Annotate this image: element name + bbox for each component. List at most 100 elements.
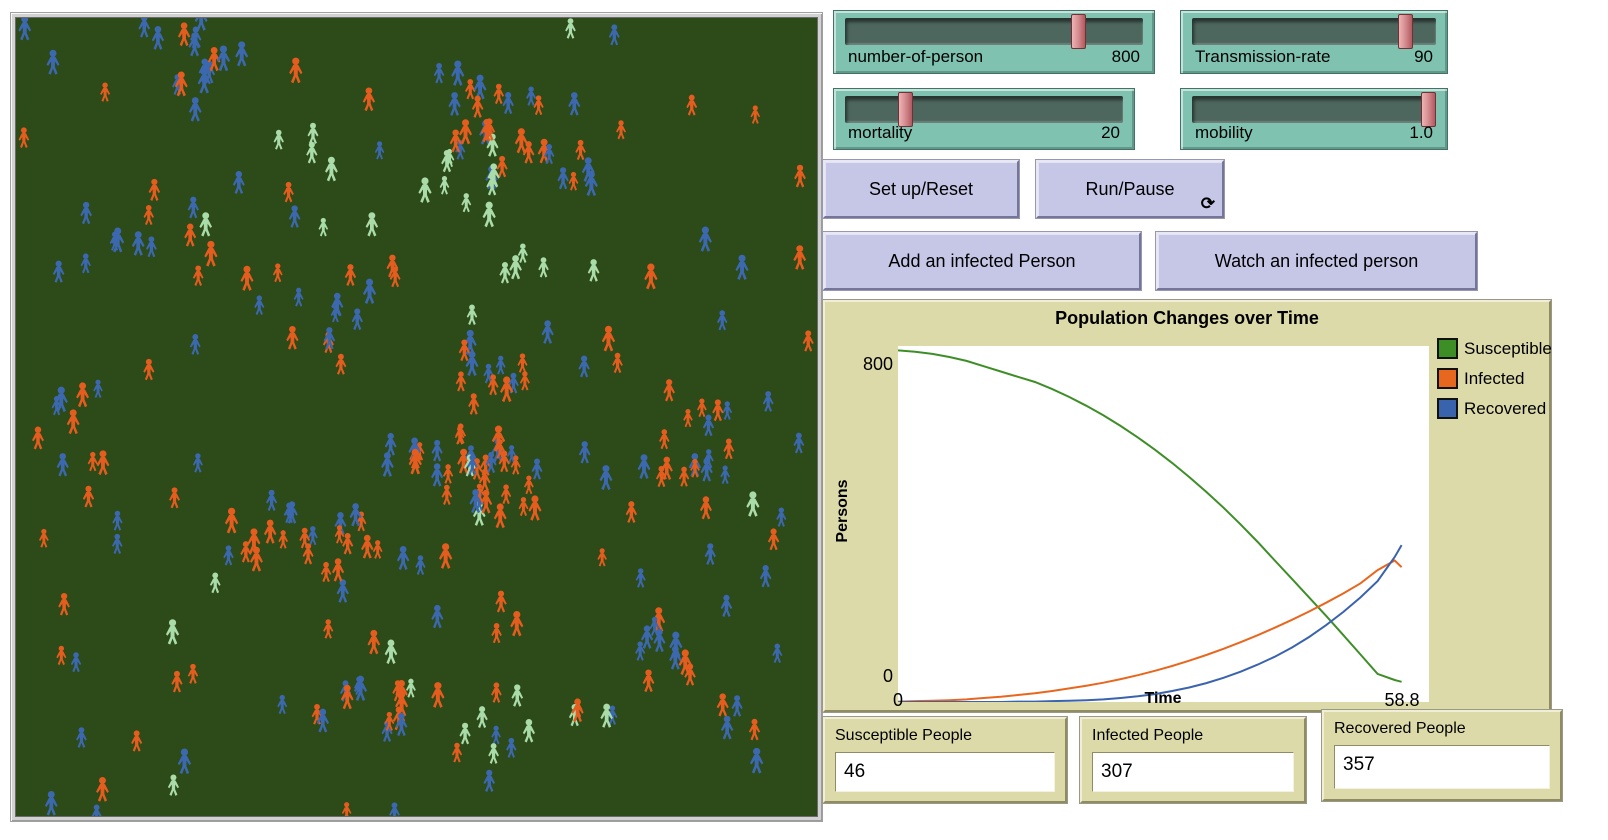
slider-mortality-track[interactable] [845,92,1123,127]
person-figure-susceptible [587,259,600,282]
person-figure-infected [794,164,806,188]
legend-item-infected: Infected [1437,368,1552,389]
person-figure-recovered [76,727,87,748]
person-figure-infected [493,83,505,105]
person-figure-recovered [151,26,165,50]
person-figure-infected [468,393,480,415]
plot-title: Population Changes over Time [1055,308,1319,328]
person-figure-recovered [608,24,620,46]
person-figure-recovered [266,489,278,512]
person-figure-recovered [187,196,199,219]
person-figure-infected [712,399,724,422]
person-figure-infected [66,409,80,435]
person-figure-infected [686,94,698,116]
slider-transmission-rate-value: 90 [1414,47,1433,66]
person-figure-infected [568,171,579,191]
person-figure-recovered [307,526,318,546]
person-figure-recovered [293,287,304,307]
person-figure-recovered [336,579,349,603]
setup-reset-button[interactable]: Set up/Reset [823,160,1019,218]
person-figure-recovered [700,458,713,482]
slider-transmission-rate-thumb[interactable] [1398,14,1414,49]
person-figure-infected [171,670,183,693]
person-figure-infected [362,87,376,112]
run-pause-button[interactable]: Run/Pause ⟳ [1036,160,1224,218]
slider-number-of-person-thumb[interactable] [1071,14,1087,49]
person-figure-recovered [762,391,774,412]
person-figure-recovered [473,74,487,100]
person-figure-infected [455,371,467,392]
forever-icon: ⟳ [1200,194,1215,213]
person-figure-infected [76,382,89,408]
person-figure-recovered [216,45,231,72]
person-figure-recovered [235,41,249,67]
person-figure-infected [802,330,814,352]
person-figure-infected [18,127,30,148]
person-figure-infected [131,730,143,752]
person-figure-recovered [131,231,145,256]
person-figure-susceptible [517,243,528,263]
person-figure-infected [663,379,675,402]
person-figure-recovered [46,49,60,75]
person-figure-susceptible [199,212,212,237]
slider-transmission-rate-track[interactable] [1192,14,1436,49]
y-axis-max-label: 800 [862,354,893,374]
person-figure-infected [56,645,67,666]
person-figure-recovered [351,308,363,331]
person-figure-recovered [415,555,426,576]
person-figure-infected [659,429,670,450]
person-figure-infected [748,718,761,741]
plot-lines [897,349,1403,703]
person-figure-susceptible [318,217,329,237]
person-figure-susceptible [488,743,499,764]
watch-infected-person-button-label: Watch an infected person [1214,250,1419,271]
person-figure-recovered [189,334,201,355]
slider-mortality: mortality 20 [833,88,1135,150]
person-figure-recovered [431,463,444,487]
person-figure-susceptible [439,175,450,195]
person-figure-infected [334,525,345,544]
person-figure-infected [283,181,294,203]
add-infected-person-button[interactable]: Add an infected Person [823,232,1141,290]
person-figure-recovered [635,641,646,661]
person-figure-infected [335,353,347,375]
person-figure-recovered [731,695,743,717]
person-figure-recovered [396,546,410,571]
person-figure-infected [96,777,109,802]
person-figure-recovered [568,92,581,116]
watch-infected-person-button[interactable]: Watch an infected person [1156,232,1477,290]
person-figure-recovered [704,543,716,565]
slider-number-of-person-track[interactable] [845,14,1143,49]
world-view[interactable] [15,17,818,817]
person-figure-recovered [18,18,32,41]
person-figure-recovered [381,452,394,477]
person-figure-susceptible [522,719,535,743]
monitor-susceptible-value: 46 [835,752,1055,792]
person-figure-recovered [431,604,444,629]
person-figure-recovered [720,594,733,617]
person-figure-infected [431,682,445,708]
person-figure-infected [644,263,658,290]
person-figure-infected [344,264,357,287]
person-figure-infected [678,466,690,487]
person-figure-recovered [431,439,443,462]
person-figure-infected [341,802,352,816]
person-figure-recovered [720,465,730,485]
person-figure-infected [192,265,204,286]
person-figure-recovered [495,355,506,375]
person-figure-infected [522,141,535,164]
person-figure-infected [332,558,345,582]
person-figure-infected [528,495,542,521]
slider-mobility-thumb[interactable] [1421,92,1436,127]
person-figure-infected [441,484,453,505]
slider-number-of-person: number-of-person 800 [833,10,1155,74]
plot-legend: Susceptible Infected Recovered [1437,338,1552,428]
person-figure-infected [625,501,638,524]
person-figure-infected [597,548,607,567]
person-figure-recovered [381,720,393,742]
slider-mortality-thumb[interactable] [897,92,913,127]
person-figure-recovered [465,351,479,377]
slider-mobility-track[interactable] [1192,92,1436,127]
person-figure-susceptible [167,774,179,796]
